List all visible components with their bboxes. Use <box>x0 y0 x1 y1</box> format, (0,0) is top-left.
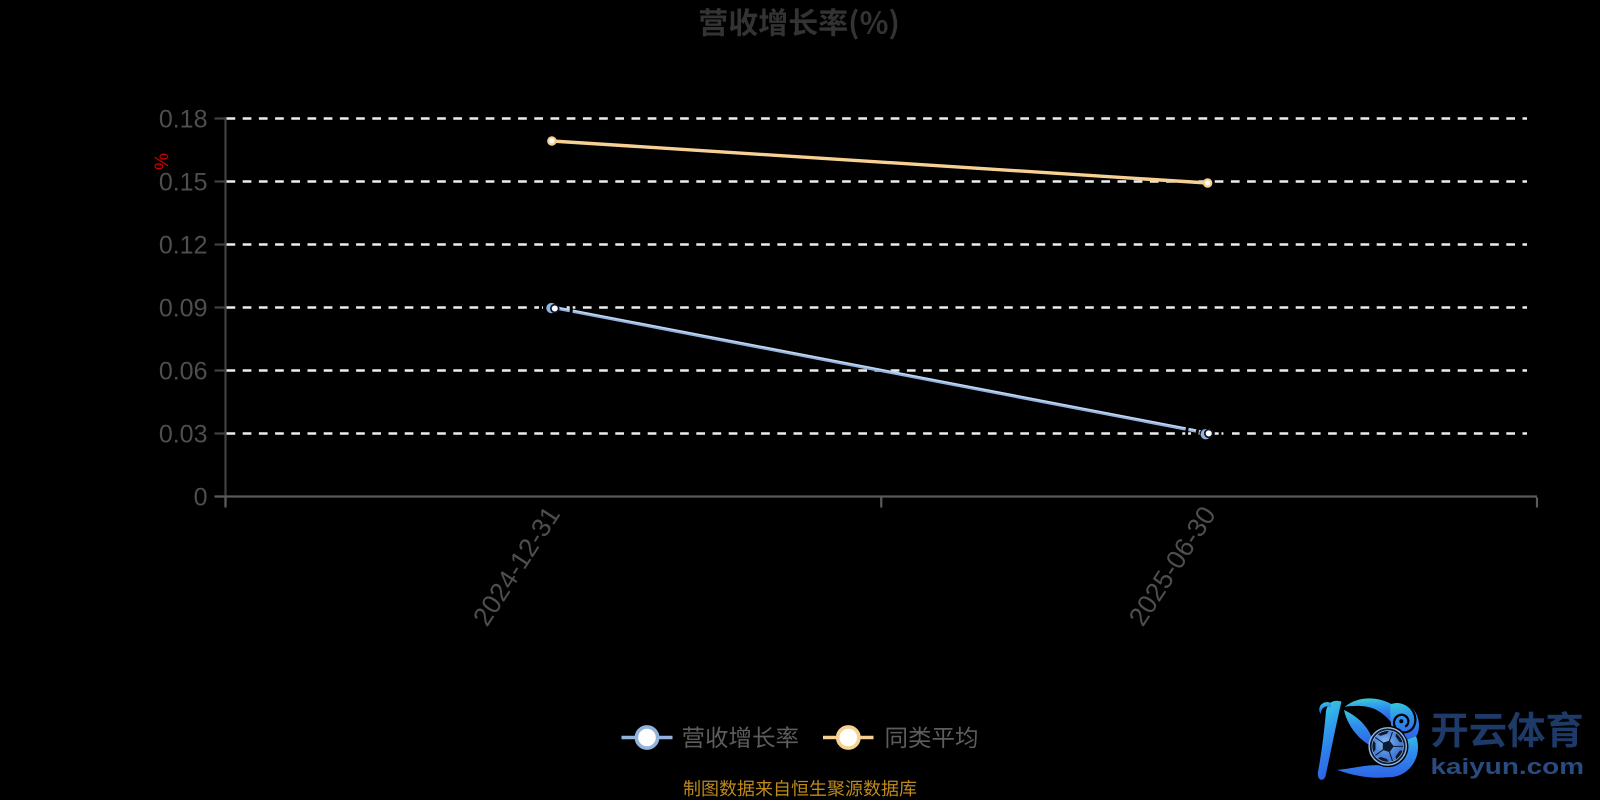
y-tick-label: 0.15 <box>159 169 208 197</box>
line-series-revenue-growth-highlight <box>553 305 1210 434</box>
legend-label <box>886 726 977 749</box>
ball-seam <box>1388 731 1394 742</box>
y-tick-label: 0 <box>194 484 208 512</box>
legend-label <box>682 726 798 749</box>
x-tick-label: 2025-06-30 <box>1123 501 1222 631</box>
point-series-revenue-growth <box>550 303 560 314</box>
y-axis-name-label: % <box>150 153 171 170</box>
y-tick-label: 0.06 <box>159 358 208 386</box>
series-lines <box>538 136 1233 457</box>
y-axis-name: % <box>150 153 171 170</box>
x-axis-labels: 2024-12-31 2025-06-30 <box>467 501 1222 631</box>
axes <box>214 117 1539 508</box>
kaiyun-logo-icon <box>1317 698 1420 780</box>
logo-k-left-stroke <box>1317 700 1342 780</box>
ball-center-pentagon <box>1382 740 1394 753</box>
y-tick-label: 0.12 <box>159 232 208 260</box>
line-series-average <box>551 139 1208 185</box>
watermark-kaiyun: kaiyun.com <box>1317 698 1585 780</box>
chart-title <box>699 7 898 40</box>
ball-rim-patch <box>1372 738 1376 755</box>
footnote-text <box>683 779 917 797</box>
ball-seam <box>1388 751 1394 762</box>
logo-crescent-band <box>1337 736 1419 778</box>
point-series-revenue-growth <box>1203 428 1214 439</box>
marker-halo <box>538 292 573 326</box>
y-tick-label: 0.18 <box>159 106 208 134</box>
legend-marker-circle <box>835 725 861 750</box>
logo-k-arm <box>1344 710 1374 748</box>
watermark-brand-name <box>1432 710 1582 748</box>
point-series-average <box>547 136 557 146</box>
y-axis-labels: 0.18 0.15 0.12 0.09 0.06 0.03 0 <box>159 106 208 512</box>
marker-halo <box>1195 420 1222 447</box>
logo-k-left-curl <box>1319 702 1331 715</box>
watermark-site-text: kaiyun.com <box>1431 754 1585 779</box>
football-icon <box>1368 727 1407 766</box>
chart-title-text <box>699 7 898 40</box>
gridlines <box>226 117 1527 435</box>
legend-item[interactable] <box>621 725 798 750</box>
logo-spiral <box>1390 700 1417 734</box>
x-tick-label: 2024-12-31 <box>467 501 566 631</box>
logo-wave <box>1344 698 1405 722</box>
legend-marker-circle <box>634 725 660 750</box>
logo-spiral-eye <box>1399 719 1404 724</box>
legend-item[interactable] <box>823 725 977 750</box>
watermark-brand-text <box>1432 710 1582 748</box>
line-series-revenue-growth <box>553 305 1210 436</box>
point-series-average <box>1202 178 1213 188</box>
y-tick-label: 0.03 <box>159 421 208 449</box>
marker-halo <box>1185 410 1233 457</box>
ball-seam <box>1374 749 1384 757</box>
legend <box>621 725 977 750</box>
y-tick-label: 0.09 <box>159 295 208 323</box>
footnote <box>683 779 917 797</box>
ball-seam <box>1374 736 1384 744</box>
